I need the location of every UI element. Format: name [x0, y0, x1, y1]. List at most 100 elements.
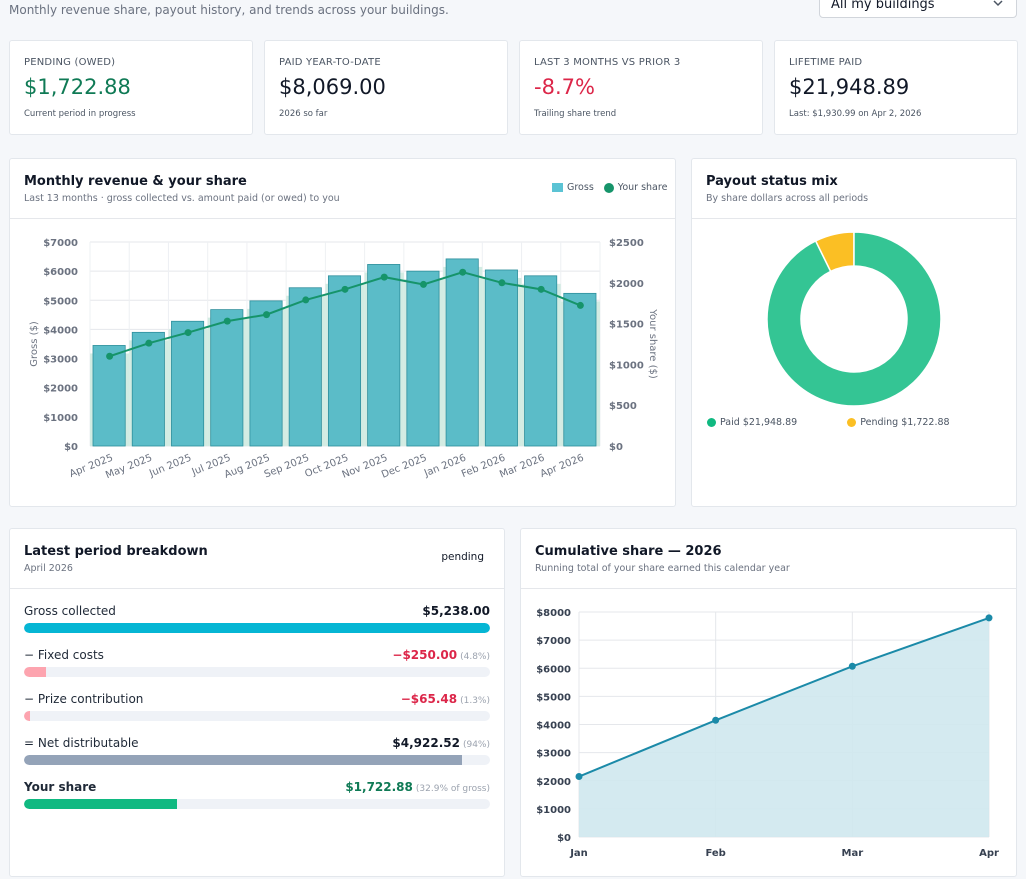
breakdown-bar-fill [24, 711, 31, 721]
card-title: Cumulative share — 2026 [535, 544, 722, 559]
cumulative-share-chart: $0 $1000 $2000 $3000 $4000 $5000 $6000 $7000 $80… [536, 608, 999, 859]
point-cumulative [575, 773, 583, 781]
card-title: Monthly revenue & your share [24, 174, 247, 189]
point-your-share [459, 268, 467, 276]
y-tick-label: $5000 [536, 692, 571, 703]
breakdown-amount: $1,722.88 (32.9% of gross) [345, 780, 490, 794]
y2-tick-label: $1000 [609, 360, 644, 371]
status-badge: pending [441, 551, 484, 563]
legend-pending-label: Pending $1,722.88 [860, 417, 950, 428]
breakdown-label: − Prize contribution [24, 692, 144, 706]
breakdown-amount: $4,922.52 (94%) [392, 736, 490, 750]
point-your-share [537, 285, 545, 293]
y-axis-label: Gross ($) [29, 321, 40, 367]
y-tick-label: $4000 [43, 325, 78, 336]
x-tick-label: Jan [569, 848, 588, 859]
x-tick-label: Feb [705, 848, 725, 859]
bar-gross [288, 287, 322, 447]
breakdown-pct: (94%) [462, 740, 490, 750]
breakdown-label: − Fixed costs [24, 648, 104, 662]
point-your-share [341, 285, 349, 293]
bar-gross [131, 331, 165, 447]
legend-gross-swatch [552, 183, 563, 192]
breakdown-amount: −$65.48 (1.3%) [400, 692, 490, 706]
y-tick-label: $2000 [43, 384, 78, 395]
monthly-revenue-chart: $0 $1000 $2000 $3000 $4000 $5000 $6000 $7000 $0 $… [29, 238, 658, 481]
breakdown-bar-track [24, 755, 490, 765]
breakdown-label: = Net distributable [24, 736, 139, 750]
breakdown-bar-track [24, 667, 490, 677]
kpi-paid-ytd: PAID YEAR-TO-DATE $8,069.00 2026 so far [264, 40, 508, 135]
point-your-share [576, 301, 584, 309]
kpi-sub: Last: $1,930.99 on Apr 2, 2026 [789, 109, 922, 119]
point-your-share [106, 352, 114, 360]
y2-tick-label: $500 [609, 401, 637, 412]
x-tick-label: Sep 2025 [263, 453, 311, 481]
slice-paid [766, 231, 942, 407]
y2-tick-label: $0 [609, 442, 623, 453]
breakdown-label: Gross collected [24, 604, 116, 618]
card-title: Payout status mix [706, 174, 838, 189]
kpi-label: PENDING (OWED) [24, 57, 116, 68]
y-tick-label: $3000 [43, 355, 78, 366]
kpi-value: $1,722.88 [24, 75, 131, 99]
x-tick-label: Jun 2025 [147, 453, 193, 480]
breakdown-bar-fill [24, 667, 47, 677]
breakdown-bar-track [24, 799, 490, 809]
kpi-label: LAST 3 MONTHS VS PRIOR 3 [534, 57, 681, 68]
area-fill [579, 617, 989, 837]
point-cumulative [848, 662, 856, 670]
card-subtitle: April 2026 [24, 563, 73, 574]
breakdown-amount: −$250.00 (4.8%) [392, 648, 490, 662]
monthly-chart-card: Monthly revenue & your share Last 13 mon… [9, 158, 676, 507]
y2-axis-label: Your share ($) [647, 308, 658, 379]
y2-tick-label: $2500 [609, 238, 644, 249]
x-tick-label: Apr [979, 848, 999, 859]
kpi-lifetime: LIFETIME PAID $21,948.89 Last: $1,930.99… [774, 40, 1018, 135]
kpi-value: $8,069.00 [279, 75, 386, 99]
kpi-sub: Trailing share trend [534, 109, 617, 119]
breakdown-bar-fill [24, 755, 463, 765]
breakdown-pct: (1.3%) [460, 696, 490, 706]
card-title: Latest period breakdown [24, 544, 208, 559]
donut-legend: Paid $21,948.89 Pending $1,722.88 [707, 417, 950, 428]
chart-legend: Gross Your share [552, 182, 667, 193]
breakdown-pct: (32.9% of gross) [415, 784, 490, 794]
bar-gross [210, 309, 244, 447]
kpi-pending: PENDING (OWED) $1,722.88 Current period … [9, 40, 253, 135]
kpi-sub: Current period in progress [24, 109, 136, 119]
chevron-down-icon [993, 0, 1003, 7]
card-subtitle: By share dollars across all periods [706, 193, 869, 204]
bar-gross [92, 345, 126, 447]
card-subtitle: Last 13 months · gross collected vs. amo… [24, 193, 340, 204]
legend-pending-swatch [847, 418, 857, 427]
breakdown-label: Your share [24, 780, 97, 794]
bar-gross [171, 320, 205, 447]
card-subtitle: Running total of your share earned this … [535, 563, 790, 574]
kpi-label: PAID YEAR-TO-DATE [279, 57, 381, 68]
point-your-share [184, 329, 192, 337]
y-tick-label: $5000 [43, 296, 78, 307]
building-select[interactable]: All my buildings [819, 0, 1017, 18]
x-tick-label: Dec 2025 [380, 453, 429, 481]
bar-gross [406, 270, 440, 447]
y-tick-label: $7000 [536, 636, 571, 647]
breakdown-bar-track [24, 623, 490, 633]
y-tick-label: $7000 [43, 238, 78, 249]
y2-tick-label: $1500 [609, 320, 644, 331]
legend-paid-label: Paid $21,948.89 [720, 417, 798, 428]
point-your-share [419, 280, 427, 288]
point-your-share [498, 279, 506, 287]
x-tick-label: Apr 2026 [539, 453, 586, 480]
legend-share-label: Your share [617, 182, 668, 193]
y-tick-label: $1000 [536, 805, 571, 816]
point-your-share [380, 273, 388, 281]
y2-tick-label: $2000 [609, 279, 644, 290]
kpi-trend: LAST 3 MONTHS VS PRIOR 3 -8.7% Trailing … [519, 40, 763, 135]
y-tick-label: $6000 [536, 664, 571, 675]
legend-paid-swatch [707, 418, 716, 427]
x-tick-label: Mar [842, 848, 864, 859]
point-your-share [223, 317, 231, 325]
bar-gross [327, 275, 362, 447]
point-your-share [145, 339, 153, 347]
